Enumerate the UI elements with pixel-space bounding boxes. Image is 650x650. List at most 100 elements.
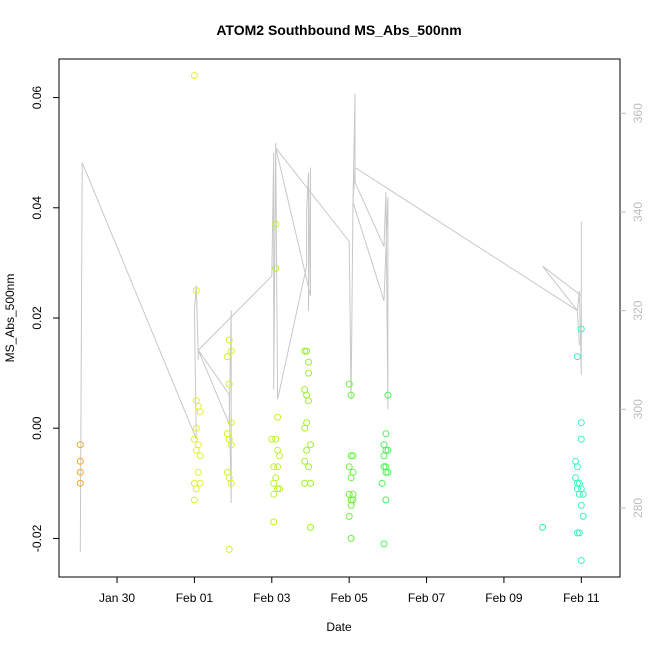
- data-point: [227, 441, 235, 449]
- x-tick-label: Feb 05: [330, 591, 368, 605]
- data-point: [270, 463, 278, 471]
- data-point: [301, 457, 309, 465]
- data-point: [190, 72, 198, 79]
- data-point: [305, 369, 312, 377]
- data-point: [303, 347, 311, 355]
- x-tick-label: Jan 30: [99, 591, 135, 605]
- y2-tick-label: 360: [631, 103, 645, 123]
- data-point: [223, 353, 231, 361]
- plot-frame: [58, 58, 621, 578]
- data-point: [577, 557, 585, 564]
- x-tick-label: Feb 11: [563, 591, 600, 605]
- data-point: [573, 529, 581, 537]
- data-point: [345, 380, 353, 388]
- data-point: [573, 353, 581, 361]
- data-point: [301, 479, 309, 487]
- data-point: [227, 479, 235, 487]
- y-tick-label: 0.00: [30, 416, 44, 440]
- data-point: [347, 474, 355, 482]
- data-point: [303, 446, 311, 454]
- y2-axis: 280 300 320 340 360: [620, 103, 645, 518]
- data-point: [577, 419, 585, 427]
- data-point: [384, 468, 392, 476]
- data-point: [345, 463, 353, 471]
- data-point: [196, 452, 204, 460]
- data-point: [577, 435, 585, 443]
- data-point: [272, 435, 280, 443]
- secondary-line-path: [79, 93, 582, 553]
- data-point: [384, 391, 392, 399]
- data-point: [192, 424, 200, 432]
- scatter-points: [76, 72, 587, 564]
- chart-title: ATOM2 Southbound MS_Abs_500nm: [216, 22, 461, 38]
- y2-tick-label: 320: [631, 300, 645, 320]
- data-point: [194, 468, 202, 476]
- data-point: [192, 446, 200, 454]
- x-tick-label: Feb 03: [253, 591, 291, 605]
- data-point: [301, 424, 309, 432]
- x-tick-label: Feb 09: [485, 591, 523, 605]
- y-tick-label: -0.02: [30, 524, 44, 552]
- data-point: [276, 485, 283, 493]
- data-point: [225, 336, 233, 344]
- x-tick-label: Feb 07: [408, 591, 446, 605]
- data-point: [384, 446, 392, 454]
- y-axis-label: MS_Abs_500nm: [3, 274, 17, 363]
- data-point: [76, 479, 84, 487]
- data-point: [347, 391, 355, 399]
- data-point: [307, 523, 314, 531]
- data-point: [382, 496, 390, 504]
- y-axis: -0.02 0.00 0.02 0.04 0.06: [30, 86, 59, 552]
- data-point: [192, 485, 200, 493]
- data-point: [268, 435, 276, 443]
- data-point: [274, 413, 282, 421]
- x-tick-label: Feb 01: [176, 591, 214, 605]
- y2-tick-label: 340: [631, 202, 645, 222]
- data-point: [303, 391, 311, 399]
- x-axis: Jan 30 Feb 01 Feb 03 Feb 05 Feb 07 Feb 09 Feb …: [99, 577, 600, 605]
- secondary-series-line: [79, 93, 582, 553]
- data-point: [539, 523, 547, 531]
- data-point: [270, 518, 278, 526]
- data-point: [272, 220, 280, 228]
- data-point: [380, 540, 388, 548]
- data-point: [305, 358, 312, 366]
- data-point: [76, 468, 84, 476]
- data-point: [575, 490, 583, 498]
- data-point: [76, 441, 84, 449]
- y-tick-label: 0.04: [30, 196, 44, 220]
- y2-tick-label: 300: [631, 399, 645, 419]
- data-point: [349, 452, 357, 460]
- data-point: [227, 347, 235, 355]
- x-axis-label: Date: [326, 620, 352, 634]
- data-point: [307, 479, 314, 487]
- data-point: [347, 452, 355, 460]
- data-point: [272, 264, 280, 272]
- data-point: [196, 408, 204, 416]
- data-point: [190, 435, 198, 443]
- data-point: [380, 441, 388, 449]
- data-point: [382, 430, 390, 438]
- data-point: [192, 286, 200, 294]
- data-point: [270, 479, 278, 487]
- data-point: [276, 452, 283, 460]
- y-tick-label: 0.06: [30, 86, 44, 110]
- data-point: [301, 347, 309, 355]
- data-point: [577, 501, 585, 509]
- data-point: [380, 452, 388, 460]
- data-point: [270, 490, 278, 498]
- data-point: [378, 479, 386, 487]
- data-point: [196, 479, 204, 487]
- data-point: [190, 496, 198, 504]
- data-point: [307, 441, 314, 449]
- data-point: [305, 463, 312, 471]
- data-point: [225, 380, 233, 388]
- data-point: [305, 397, 312, 405]
- data-point: [577, 325, 585, 333]
- data-point: [225, 545, 233, 553]
- y-tick-label: 0.02: [30, 306, 44, 330]
- data-point: [573, 463, 581, 471]
- data-point: [347, 501, 355, 509]
- data-point: [345, 512, 353, 520]
